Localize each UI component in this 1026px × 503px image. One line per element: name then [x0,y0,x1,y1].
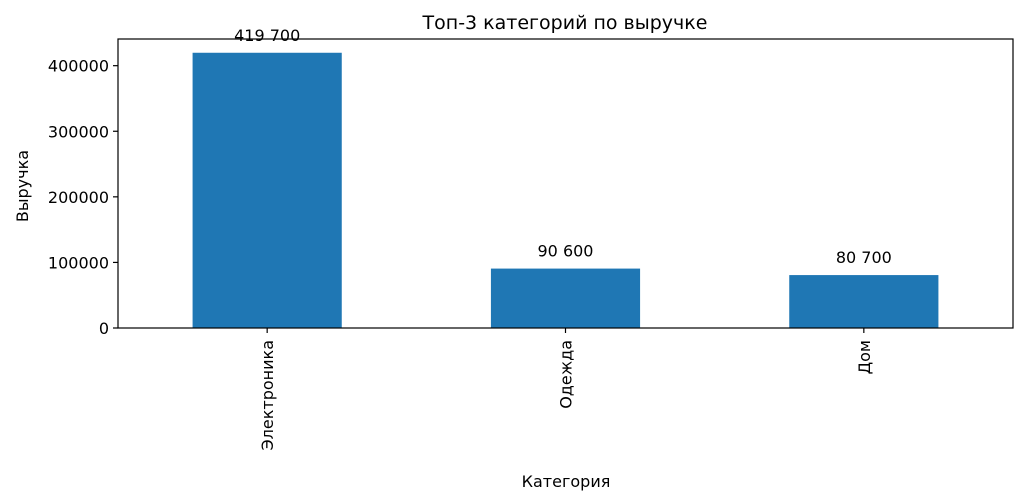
y-tick-label-2: 200000 [48,188,109,207]
plot-area: 419 700 90 600 80 700 [117,26,1014,329]
bars-group [192,52,939,329]
x-tick-label-0: Электроника [258,340,277,451]
y-tick-label-4: 400000 [48,57,109,76]
bar-1 [490,268,641,328]
bar-2 [789,275,939,328]
x-axis: Электроника Одежда Дом [258,328,874,451]
data-label-1: 90 600 [538,242,594,261]
y-axis-label: Выручка [13,150,32,222]
data-labels-group: 419 700 90 600 80 700 [234,26,892,267]
data-label-0: 419 700 [234,26,300,45]
x-axis-label: Категория [522,472,611,491]
chart-title: Топ-3 категорий по выручке [422,12,708,34]
y-tick-label-1: 100000 [48,253,109,272]
y-axis: 0 100000 200000 300000 400000 [48,57,118,338]
x-tick-label-1: Одежда [557,340,576,409]
y-tick-label-0: 0 [99,319,109,338]
x-tick-label-2: Дом [855,340,874,374]
data-label-2: 80 700 [836,248,892,267]
y-tick-label-3: 300000 [48,122,109,141]
bar-0 [192,52,342,329]
